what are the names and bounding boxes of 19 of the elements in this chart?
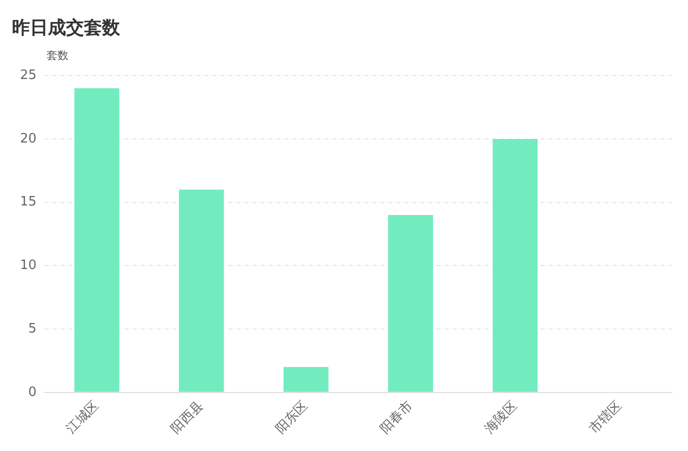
bar [178, 190, 224, 392]
bar [492, 138, 538, 392]
y-tick-label: 5 [28, 321, 37, 336]
bar [388, 214, 434, 392]
y-tick-label: 15 [20, 194, 37, 210]
chart-title: 昨日成交套数 [12, 17, 121, 38]
x-tick-label: 江城区 [64, 398, 102, 437]
x-tick-label: 阳东区 [273, 398, 312, 437]
bar [284, 367, 328, 392]
y-axis-title: 套数 [46, 48, 69, 62]
y-tick-label: 10 [20, 258, 37, 274]
y-tick-label: 20 [20, 131, 37, 146]
bar [74, 88, 120, 392]
x-tick-label: 海陵区 [482, 398, 520, 437]
x-tick-label: 阳春市 [378, 398, 416, 437]
x-tick-label: 阳西县 [168, 398, 207, 437]
y-tick-label: 25 [20, 68, 37, 83]
y-tick-label: 0 [28, 384, 37, 400]
x-tick-label: 市辖区 [586, 398, 625, 437]
